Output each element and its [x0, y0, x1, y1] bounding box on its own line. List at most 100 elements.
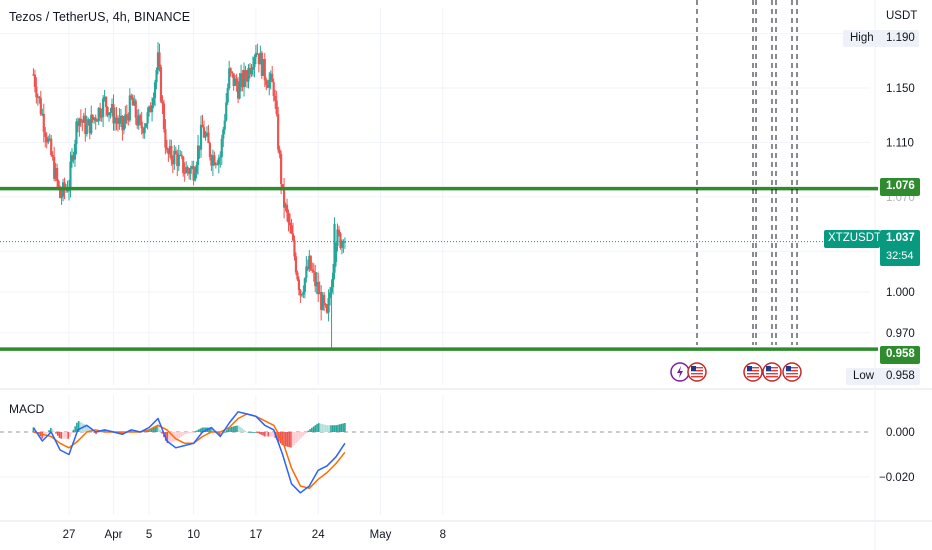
- candle-body: [226, 88, 229, 103]
- candle-body: [189, 168, 192, 174]
- candle-body: [324, 303, 327, 306]
- candle-body: [340, 242, 344, 248]
- candle-body: [124, 114, 127, 124]
- candle-body: [142, 128, 145, 134]
- resistance-price-badge: [880, 178, 920, 196]
- macd-indicator-label[interactable]: MACD: [9, 402, 45, 416]
- us-flag-icon: [747, 367, 759, 369]
- macd-histogram-bar: [180, 432, 183, 437]
- candle-body: [38, 96, 41, 99]
- support-price-badge: [880, 346, 920, 364]
- macd-histogram-bar: [63, 432, 66, 439]
- macd-histogram-bar: [232, 426, 235, 432]
- candle-body: [321, 295, 324, 310]
- candle-body: [36, 96, 39, 98]
- macd-histogram-bar: [182, 432, 184, 436]
- macd-histogram-bar: [295, 432, 297, 444]
- candle-body: [183, 172, 186, 174]
- us-flag-icon: [786, 373, 798, 375]
- macd-histogram-bar: [152, 427, 155, 432]
- candle-body: [91, 114, 94, 120]
- macd-histogram-bar: [50, 428, 52, 432]
- high-value: 1.190: [886, 32, 915, 44]
- us-flag-icon: [691, 366, 696, 371]
- us-flag-icon: [691, 376, 703, 378]
- macd-histogram-bar: [60, 432, 63, 439]
- us-flag-icon: [786, 376, 798, 378]
- candle-body: [239, 73, 243, 82]
- candle-body: [112, 104, 115, 124]
- candle-body: [159, 66, 163, 102]
- candle-body: [278, 149, 281, 155]
- macd-histogram-bar: [260, 432, 263, 435]
- candle-body: [118, 118, 121, 124]
- candle-body: [253, 57, 256, 68]
- candle-body: [222, 129, 225, 139]
- macd-histogram-bar: [74, 426, 76, 432]
- us-flag-icon: [747, 376, 759, 378]
- candle-body: [115, 117, 118, 121]
- candle-body: [54, 168, 57, 179]
- candle-body: [263, 59, 266, 81]
- candle-body: [35, 86, 38, 98]
- candle-body: [150, 105, 154, 113]
- candle-body: [300, 294, 303, 296]
- candle-body: [99, 107, 102, 117]
- us-flag-icon: [691, 373, 703, 375]
- candle-body: [87, 119, 90, 126]
- macd-histogram-bar: [291, 432, 294, 447]
- candle-body: [75, 121, 78, 145]
- macd-histogram-bar: [277, 432, 280, 442]
- candle-body: [306, 266, 309, 270]
- low-badge: [846, 368, 920, 385]
- candle-body: [125, 114, 128, 117]
- macd-histogram-bar: [196, 430, 198, 432]
- macd-histogram-bar: [72, 429, 75, 432]
- macd-histogram-bar: [239, 427, 242, 432]
- candle-body: [186, 167, 189, 171]
- macd-histogram-bar: [258, 432, 261, 434]
- candle-body: [281, 184, 284, 188]
- candle-body: [333, 224, 336, 273]
- candle-body: [81, 120, 84, 123]
- macd-histogram-bar: [314, 425, 317, 432]
- macd-histogram-bar: [326, 425, 329, 432]
- candle-body: [168, 145, 171, 155]
- candle-body: [204, 135, 207, 138]
- candle-body: [102, 98, 105, 117]
- macd-histogram-bar: [237, 425, 240, 432]
- macd-histogram-bar: [161, 432, 163, 434]
- macd-histogram-bar: [305, 432, 308, 433]
- candle-body: [180, 154, 183, 157]
- candle-body: [73, 144, 77, 160]
- candle-body: [90, 114, 93, 134]
- candle-body: [290, 225, 293, 234]
- candle-body: [291, 233, 295, 241]
- macd-histogram-bar: [83, 423, 85, 432]
- chart-title: Tezos / TetherUS, 4h, BINANCE: [9, 10, 191, 24]
- macd-histogram-bar: [269, 432, 271, 437]
- candle-body: [235, 78, 238, 86]
- candle-body: [191, 166, 194, 169]
- low-value: 0.958: [886, 370, 915, 382]
- candle-body: [53, 156, 56, 179]
- candle-body: [323, 295, 326, 304]
- us-flag-icon: [687, 362, 707, 382]
- candle-body: [284, 204, 287, 208]
- candle-body: [84, 115, 87, 135]
- candle-body: [33, 74, 36, 87]
- candle-body: [69, 161, 72, 189]
- candle-body: [140, 121, 143, 129]
- candle-body: [79, 118, 82, 121]
- macd-histogram-bar: [316, 423, 318, 432]
- candle-body: [275, 100, 278, 115]
- candle-body: [78, 118, 81, 126]
- us-flag-icon: [782, 362, 802, 382]
- macd-histogram-bar: [210, 427, 212, 432]
- candle-body: [210, 157, 213, 166]
- candle-body: [232, 73, 235, 86]
- macd-histogram-bar: [338, 424, 341, 432]
- us-flag-icon: [766, 373, 778, 375]
